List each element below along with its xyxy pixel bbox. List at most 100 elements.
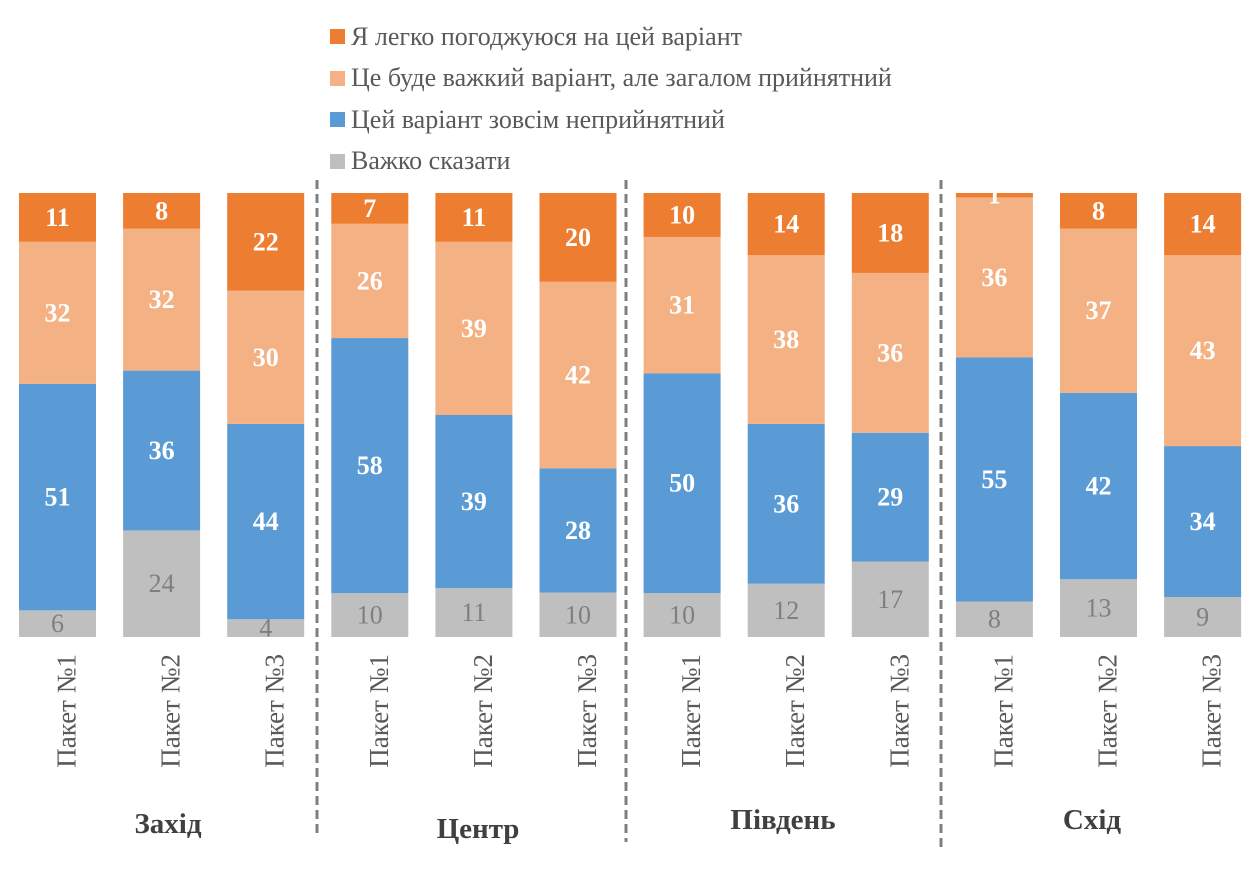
data-label-easy-agree: 14 bbox=[1190, 210, 1216, 239]
x-tick-label: Пакет №1 bbox=[676, 654, 706, 768]
bar-segment-easy-agree bbox=[435, 193, 513, 242]
x-tick-label: Пакет №3 bbox=[884, 654, 914, 768]
data-label-hard-to-say: 24 bbox=[149, 569, 175, 598]
data-label-unacceptable: 44 bbox=[253, 507, 279, 536]
bar-segment-hard-to-say bbox=[435, 588, 513, 637]
bar-segment-unacceptable bbox=[955, 357, 1033, 602]
x-tick-label: Пакет №3 bbox=[572, 654, 602, 768]
data-label-hard-to-say: 13 bbox=[1086, 594, 1112, 623]
x-tick-label: Пакет №2 bbox=[780, 654, 810, 768]
data-label-easy-agree: 1 bbox=[988, 181, 1001, 210]
bar-segment-unacceptable bbox=[435, 415, 513, 589]
bar-segment-hard-to-say bbox=[539, 592, 617, 637]
bar-segment-hard-but-acceptable bbox=[1164, 255, 1242, 447]
chart-legend: Я легко погоджуюся на цей варіант Це буд… bbox=[330, 16, 892, 182]
bar-segment-hard-but-acceptable bbox=[1060, 228, 1137, 393]
bar-segment-hard-to-say bbox=[1164, 597, 1242, 637]
data-label-hard-but-acceptable: 39 bbox=[461, 314, 487, 343]
group-label: Центр bbox=[437, 813, 520, 845]
bar-segment-unacceptable bbox=[643, 373, 721, 594]
bar-segment-hard-but-acceptable bbox=[747, 255, 825, 424]
bar-segment-hard-to-say bbox=[747, 583, 825, 637]
data-label-hard-but-acceptable: 32 bbox=[45, 298, 71, 327]
group-dividers-layer bbox=[315, 180, 943, 850]
legend-item-hard-to-say: Важко сказати bbox=[330, 141, 892, 183]
bar-segment-hard-but-acceptable bbox=[331, 223, 409, 339]
x-tick-label: Пакет №2 bbox=[468, 654, 498, 768]
data-label-hard-but-acceptable: 30 bbox=[253, 343, 279, 372]
bar-segment-easy-agree bbox=[331, 193, 409, 224]
bar-segment-hard-to-say bbox=[643, 593, 721, 637]
data-label-unacceptable: 58 bbox=[357, 451, 383, 480]
data-label-hard-but-acceptable: 26 bbox=[357, 266, 383, 295]
data-label-hard-to-say: 8 bbox=[988, 605, 1001, 634]
data-label-unacceptable: 42 bbox=[1086, 472, 1112, 501]
legend-item-unacceptable: Цей варіант зовсім неприйнятний bbox=[330, 99, 892, 141]
x-tick-label: Пакет №1 bbox=[52, 654, 82, 768]
x-tick-labels-layer: Пакет №1 Пакет №2 Пакет №3 Пакет №1 Пакет №2… bbox=[52, 654, 1227, 768]
group-labels-layer: Захід Центр Південь Схід bbox=[134, 804, 1121, 845]
bar-segment-hard-to-say bbox=[851, 561, 929, 637]
x-tick-label: Пакет №3 bbox=[1197, 654, 1227, 768]
x-tick-label: Пакет №1 bbox=[364, 654, 394, 768]
bar-segment-easy-agree bbox=[227, 193, 305, 291]
bar-segment-unacceptable bbox=[123, 370, 201, 531]
x-tick-label: Пакет №3 bbox=[260, 654, 290, 768]
bar-segment-unacceptable bbox=[851, 432, 929, 562]
data-label-easy-agree: 7 bbox=[363, 194, 376, 223]
bar-segment-hard-to-say bbox=[123, 530, 201, 637]
bar-segment-hard-but-acceptable bbox=[19, 241, 96, 384]
data-label-hard-to-say: 9 bbox=[1196, 603, 1209, 632]
data-label-unacceptable: 39 bbox=[461, 487, 487, 516]
bar-segment-hard-but-acceptable bbox=[539, 281, 617, 469]
data-label-hard-but-acceptable: 36 bbox=[877, 338, 903, 367]
bar-segment-easy-agree bbox=[955, 193, 1033, 198]
data-label-easy-agree: 10 bbox=[669, 200, 695, 229]
data-label-hard-to-say: 10 bbox=[669, 601, 695, 630]
bar-segment-easy-agree bbox=[19, 193, 96, 242]
data-label-easy-agree: 22 bbox=[253, 227, 279, 256]
data-label-hard-to-say: 12 bbox=[773, 596, 799, 625]
bar-segment-easy-agree bbox=[747, 193, 825, 256]
data-label-hard-to-say: 17 bbox=[877, 585, 903, 614]
bar-segment-hard-but-acceptable bbox=[851, 272, 929, 433]
bar-segment-hard-to-say bbox=[955, 601, 1033, 637]
group-label: Схід bbox=[1063, 804, 1122, 836]
data-label-hard-to-say: 11 bbox=[461, 598, 486, 627]
data-label-unacceptable: 50 bbox=[669, 469, 695, 498]
bar-segment-hard-but-acceptable bbox=[643, 236, 721, 374]
bar-segment-easy-agree bbox=[643, 193, 721, 237]
legend-swatch-icon bbox=[330, 153, 345, 169]
legend-item-easy-agree: Я легко погоджуюся на цей варіант bbox=[330, 16, 892, 58]
bar-segment-easy-agree bbox=[851, 193, 929, 273]
group-label: Захід bbox=[134, 808, 201, 840]
bar-segment-hard-to-say bbox=[227, 619, 305, 637]
group-label: Південь bbox=[730, 804, 835, 836]
bar-segment-unacceptable bbox=[227, 423, 305, 620]
legend-item-hard-but-acceptable: Це буде важкий варіант, але загалом прий… bbox=[330, 58, 892, 100]
data-label-easy-agree: 8 bbox=[155, 196, 168, 225]
data-label-unacceptable: 29 bbox=[877, 483, 903, 512]
legend-label: Я легко погоджуюся на цей варіант bbox=[351, 21, 742, 51]
bar-segment-unacceptable bbox=[539, 468, 617, 593]
data-label-unacceptable: 55 bbox=[981, 465, 1007, 494]
data-label-easy-agree: 8 bbox=[1092, 196, 1105, 225]
bar-segment-hard-to-say bbox=[331, 593, 409, 637]
x-tick-label: Пакет №1 bbox=[988, 654, 1018, 768]
bar-segment-hard-to-say bbox=[19, 610, 96, 637]
bar-segment-hard-but-acceptable bbox=[955, 197, 1033, 358]
x-tick-label: Пакет №2 bbox=[156, 654, 186, 768]
data-labels-layer: 6513211243632844430221058267113939111028… bbox=[45, 181, 1216, 643]
data-label-unacceptable: 51 bbox=[45, 483, 71, 512]
data-label-unacceptable: 28 bbox=[565, 516, 591, 545]
legend-swatch-icon bbox=[330, 112, 345, 128]
bar-segment-easy-agree bbox=[539, 193, 617, 282]
data-label-hard-but-acceptable: 42 bbox=[565, 361, 591, 390]
bar-segment-unacceptable bbox=[331, 338, 409, 594]
bar-segment-easy-agree bbox=[123, 193, 201, 229]
bar-segment-hard-but-acceptable bbox=[227, 290, 305, 424]
bar-segment-unacceptable bbox=[19, 383, 96, 611]
data-label-hard-to-say: 4 bbox=[259, 614, 272, 643]
bar-segment-unacceptable bbox=[747, 423, 825, 584]
